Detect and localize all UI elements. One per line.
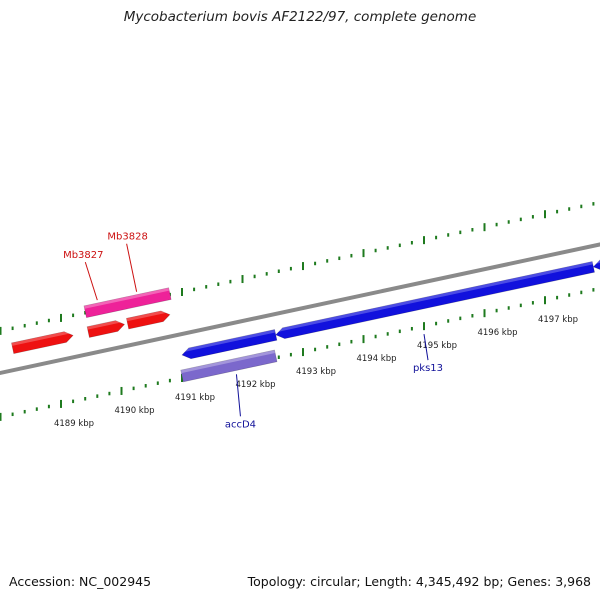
reverse-gene-arrow-8[interactable] xyxy=(180,349,278,383)
kbp-label: 4191 kbp xyxy=(175,393,215,403)
forward-gene-arrow-3-shape[interactable] xyxy=(126,309,171,330)
forward-gene-arrow-2[interactable] xyxy=(86,319,126,338)
forward-gene-arrow-1[interactable] xyxy=(11,330,74,355)
gene-label-pks13[interactable]: pks13 xyxy=(413,334,443,374)
reverse-gene-arrow-8-shape[interactable] xyxy=(180,349,278,383)
gene-labels: Mb3827 Mb3828 accD4 pks13 xyxy=(63,232,443,431)
kbp-label: 4190 kbp xyxy=(114,406,154,416)
kbp-label: 4197 kbp xyxy=(538,315,578,325)
kbp-scale-labels: 4189 kbp 4190 kbp 4191 kbp 4192 kbp 4193 kbp… xyxy=(54,315,578,429)
gene-label-text[interactable]: pks13 xyxy=(413,363,443,374)
gene-label-leader xyxy=(126,243,138,292)
forward-gene-arrow-4-shading xyxy=(83,287,170,309)
gene-label-text[interactable]: Mb3827 xyxy=(63,250,103,261)
gene-label-leader xyxy=(235,374,241,417)
reverse-gene-arrow-6-shading xyxy=(275,261,593,333)
reverse-gene-arrow-5[interactable] xyxy=(181,329,278,361)
forward-gene-arrow-3-shading xyxy=(126,310,170,322)
accession-text: Accession: NC_002945 xyxy=(9,574,152,589)
backbone-line xyxy=(0,242,600,376)
gene-label-mb3828[interactable]: Mb3828 xyxy=(107,232,148,292)
forward-gene-arrow-1-shape[interactable] xyxy=(11,330,74,355)
genome-summary-text: Topology: circular; Length: 4,345,492 bp… xyxy=(247,574,591,589)
gene-label-accd4[interactable]: accD4 xyxy=(225,374,256,430)
reverse-gene-arrow-6[interactable] xyxy=(275,261,595,340)
forward-gene-arrow-2-shading xyxy=(87,320,125,330)
gene-features xyxy=(11,250,600,383)
gene-label-leader xyxy=(423,334,429,361)
reverse-gene-arrow-6-shape[interactable] xyxy=(275,261,595,340)
forward-gene-arrow-4-shape[interactable] xyxy=(83,287,172,318)
reverse-gene-arrow-7-shading xyxy=(592,251,600,265)
map-title: Mycobacterium bovis AF2122/97, complete … xyxy=(123,9,477,25)
kbp-label: 4196 kbp xyxy=(477,328,517,338)
gene-label-text[interactable]: Mb3828 xyxy=(107,232,147,243)
reverse-gene-arrow-7[interactable] xyxy=(592,250,600,272)
kbp-label: 4192 kbp xyxy=(235,380,275,390)
genome-backbone xyxy=(0,242,600,376)
gene-label-leader xyxy=(84,261,98,301)
reverse-gene-arrow-5-shape[interactable] xyxy=(181,329,278,361)
kbp-label: 4195 kbp xyxy=(417,341,457,351)
reverse-gene-arrow-8-shading xyxy=(180,350,276,374)
gene-label-text[interactable]: accD4 xyxy=(225,419,256,430)
gene-label-mb3827[interactable]: Mb3827 xyxy=(63,250,104,301)
reverse-gene-arrow-7-shape[interactable] xyxy=(592,250,600,272)
forward-gene-arrow-2-shape[interactable] xyxy=(86,319,126,338)
forward-gene-arrow-3[interactable] xyxy=(126,309,171,330)
kbp-label: 4189 kbp xyxy=(54,419,94,429)
forward-gene-arrow-1-shading xyxy=(11,331,73,346)
forward-gene-arrow-4[interactable] xyxy=(83,287,172,318)
kbp-label: 4194 kbp xyxy=(356,354,396,364)
reverse-gene-arrow-5-shading xyxy=(181,329,276,353)
kbp-label: 4193 kbp xyxy=(296,367,336,377)
